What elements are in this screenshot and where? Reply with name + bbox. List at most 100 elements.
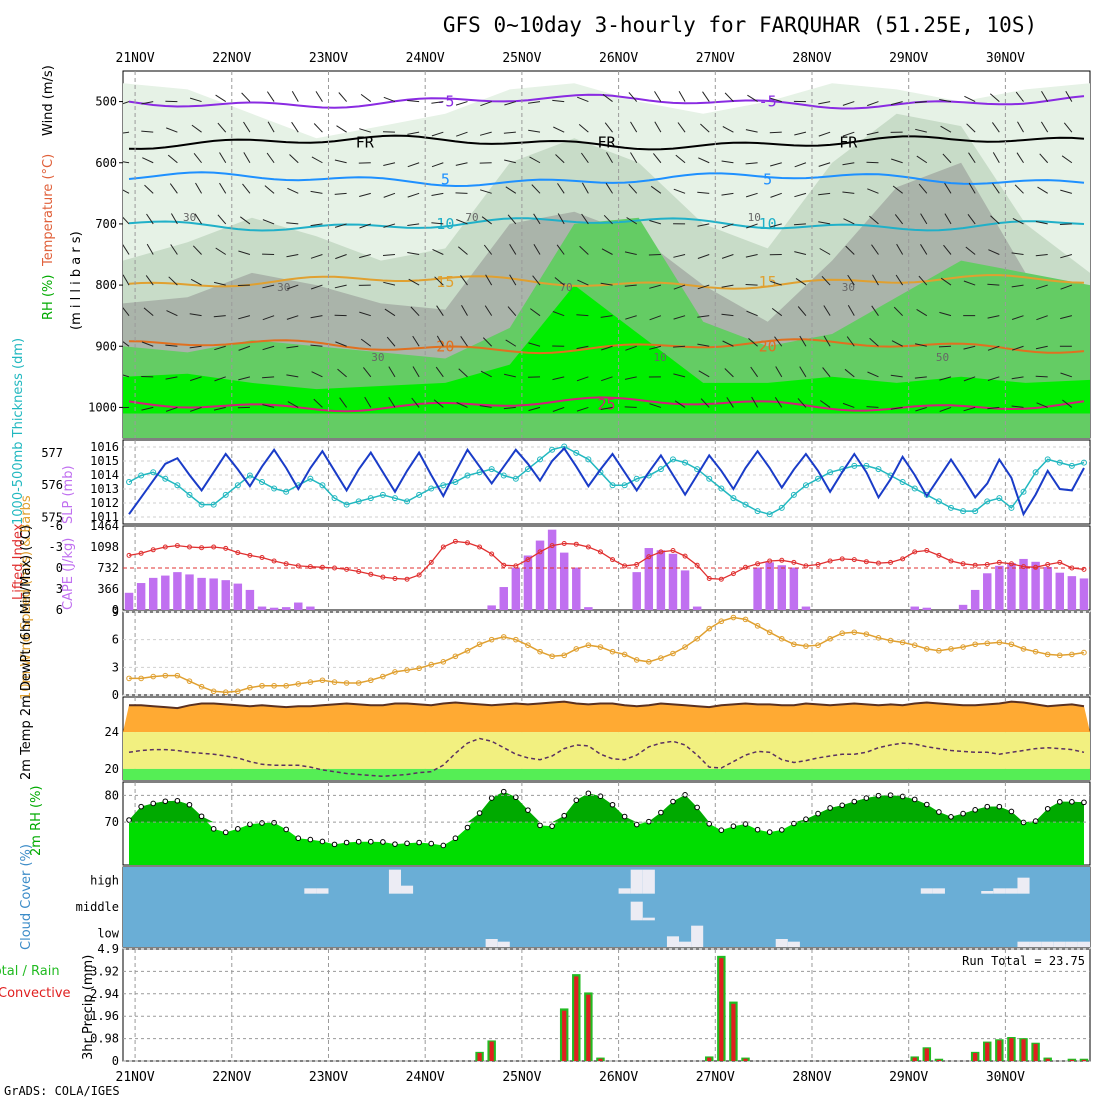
wind-barb — [818, 221, 831, 225]
wind-speed-point — [138, 675, 144, 682]
wind-barb — [963, 280, 976, 286]
thickness-point — [367, 495, 374, 502]
date-label-bottom: 26NOV — [599, 1070, 638, 1085]
wind-speed-point — [706, 625, 713, 632]
rh2m-point — [803, 816, 809, 823]
wind-speed-point — [319, 677, 326, 684]
wind-speed-point — [513, 636, 519, 643]
thickness-point — [851, 462, 858, 469]
rh2m-point — [525, 807, 531, 813]
cape-bar — [922, 607, 932, 610]
cloud-cover-bar — [630, 901, 643, 921]
low-temp-fill — [123, 768, 1090, 780]
rh2m-point — [658, 809, 664, 816]
cloud-cover-bar — [775, 939, 788, 947]
wind-barb — [214, 376, 226, 382]
date-label-bottom: 22NOV — [212, 1070, 251, 1085]
rh2m-point — [911, 796, 918, 803]
wind-barb — [509, 243, 517, 255]
lifted-index-point — [344, 566, 350, 572]
wind-speed-point — [730, 614, 737, 621]
wind-barb — [433, 399, 444, 408]
wind-barb — [123, 307, 130, 316]
wind-speed-point — [646, 659, 652, 665]
rh2m-point — [549, 823, 555, 829]
cloud-cover-bar — [981, 891, 994, 894]
wind-barb — [844, 368, 855, 378]
precip-convective-bar — [924, 1048, 929, 1061]
lifted-index-point — [875, 560, 881, 566]
lifted-index-point — [634, 562, 640, 567]
wind-barb — [262, 345, 275, 351]
cape-bar — [547, 529, 557, 610]
wind-barb — [697, 254, 710, 259]
rh2m-point — [585, 790, 592, 797]
wind-barb — [359, 192, 371, 197]
cape-bar — [1055, 572, 1065, 610]
wind-barb — [286, 315, 299, 320]
wind-barb — [262, 376, 275, 379]
wind-barb — [242, 183, 251, 194]
wind-barb — [601, 376, 613, 382]
cloud-cover-bar — [401, 885, 414, 894]
wind-barb — [219, 182, 227, 194]
cape-bar — [221, 580, 230, 610]
wind-speed-point — [875, 635, 882, 641]
wind-barb — [770, 280, 782, 286]
rh2m-point — [1081, 799, 1087, 806]
wind-speed-point — [1008, 641, 1015, 648]
lifted-index-point — [984, 562, 990, 567]
wind-barb — [939, 406, 952, 412]
wind-barb — [219, 152, 227, 164]
lifted-index-tick-label: 0 — [56, 561, 63, 575]
rh2m-point — [936, 809, 942, 815]
isotherm-label: 10 — [436, 215, 454, 233]
thickness-point — [126, 479, 133, 485]
wind-barb — [576, 376, 589, 382]
wind-barb — [604, 122, 613, 133]
wind-barb — [170, 244, 178, 255]
wind-barb — [455, 101, 468, 106]
lifted-index-point — [1033, 564, 1039, 570]
thickness-point — [827, 469, 834, 476]
thickness-point — [573, 449, 580, 456]
wind-barb — [310, 344, 323, 347]
rh2m-point — [730, 823, 737, 829]
slp-tick-label: 1014 — [90, 468, 119, 482]
wind-speed-point — [247, 684, 253, 691]
y-tick-label: 700 — [95, 217, 117, 231]
wind-barb — [1059, 223, 1072, 225]
lifted-index-point — [138, 550, 144, 556]
thickness-point — [524, 466, 531, 473]
wind-speed-point — [597, 644, 604, 650]
wind-barb — [625, 345, 637, 351]
wind-barb — [625, 315, 637, 320]
cloud-cover-bar — [630, 869, 643, 894]
run-total-label: Run Total = 23.75 — [962, 954, 1085, 968]
wind-barb — [1060, 372, 1073, 378]
wind-barb — [386, 336, 396, 347]
wind-barb — [434, 276, 444, 286]
wind-speed-point — [633, 657, 640, 663]
lifted-index-tick-label: -6 — [49, 519, 63, 533]
wind-barb — [504, 159, 516, 164]
wind-barb — [603, 214, 613, 225]
wind-barb — [649, 345, 662, 350]
wind-barb — [123, 244, 130, 255]
rh2m-point — [319, 838, 326, 845]
precip-convective-bar — [912, 1057, 917, 1061]
wind-barb — [722, 340, 734, 347]
slp-thickness-panel — [122, 439, 1091, 525]
thickness-point — [947, 504, 954, 511]
temperature-fill — [123, 701, 1090, 732]
wind-barb — [867, 101, 879, 107]
cloud-cover-bar — [642, 917, 655, 921]
wind-barb — [747, 94, 758, 103]
wind-speed-point — [367, 677, 374, 684]
rh-fill-band — [123, 285, 1090, 414]
wind-speed-point — [150, 673, 157, 680]
wind-barb — [914, 376, 927, 379]
wind-barb — [479, 131, 492, 136]
rh2m-point — [452, 835, 459, 842]
wind-speed-point — [839, 630, 846, 637]
